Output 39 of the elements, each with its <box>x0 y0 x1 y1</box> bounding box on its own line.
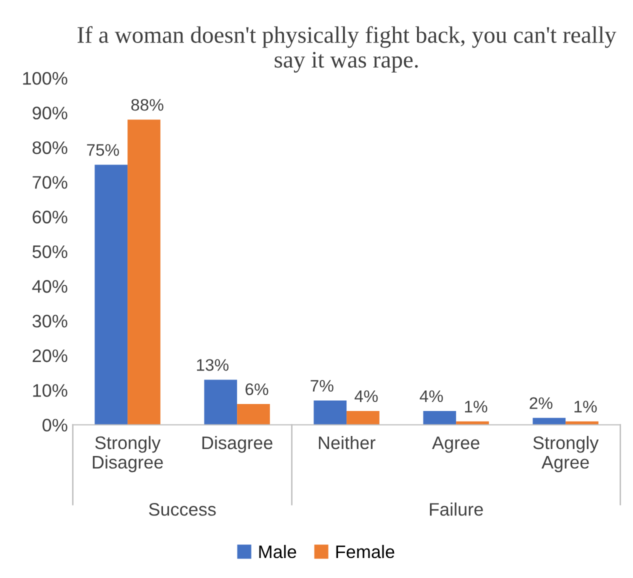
data-label: 7% <box>310 380 334 392</box>
bar <box>423 410 456 425</box>
x-tick-label: Strongly Agree <box>533 436 599 472</box>
y-tick-label: 90% <box>32 106 68 120</box>
bar <box>94 164 128 425</box>
y-tick-label: 40% <box>32 280 68 293</box>
legend-label: Female <box>336 544 394 558</box>
text: Success <box>149 503 216 516</box>
x-tick-label: Disagree <box>202 436 272 453</box>
data-label: 88% <box>131 98 164 111</box>
bar <box>237 404 270 425</box>
data-label: 75% <box>87 144 119 156</box>
legend-label: Male <box>259 544 296 558</box>
y-tick-label: 100% <box>23 72 68 85</box>
bar <box>204 380 238 425</box>
bar <box>346 410 380 425</box>
y-tick-label: 0% <box>42 418 68 432</box>
bar <box>314 400 347 425</box>
y-tick-label: 10% <box>33 384 68 397</box>
y-tick-label: 60% <box>32 210 68 224</box>
y-tick-label: 30% <box>32 314 68 328</box>
y-tick-label: 50% <box>32 245 68 258</box>
data-label: 4% <box>420 390 443 402</box>
data-label: 1% <box>465 400 488 412</box>
chart-title: If a woman doesn't physically fight back, you can't really say it was rape. <box>78 26 616 73</box>
y-tick-label: 70% <box>32 176 68 189</box>
data-label: 6% <box>246 383 268 396</box>
data-label: 1% <box>574 400 597 412</box>
data-label: 4% <box>354 390 378 402</box>
x-tick-label: Strongly Disagree <box>92 436 163 472</box>
y-tick-label: 80% <box>32 141 68 154</box>
data-label: 13% <box>197 359 229 371</box>
data-label: 2% <box>530 397 552 409</box>
x-tick-label: Neither <box>318 436 376 450</box>
y-tick-label: 20% <box>32 349 68 362</box>
bar <box>128 120 160 425</box>
x-tick-label: Agree <box>432 436 480 453</box>
text: Failure <box>430 502 483 516</box>
bar <box>532 418 566 425</box>
